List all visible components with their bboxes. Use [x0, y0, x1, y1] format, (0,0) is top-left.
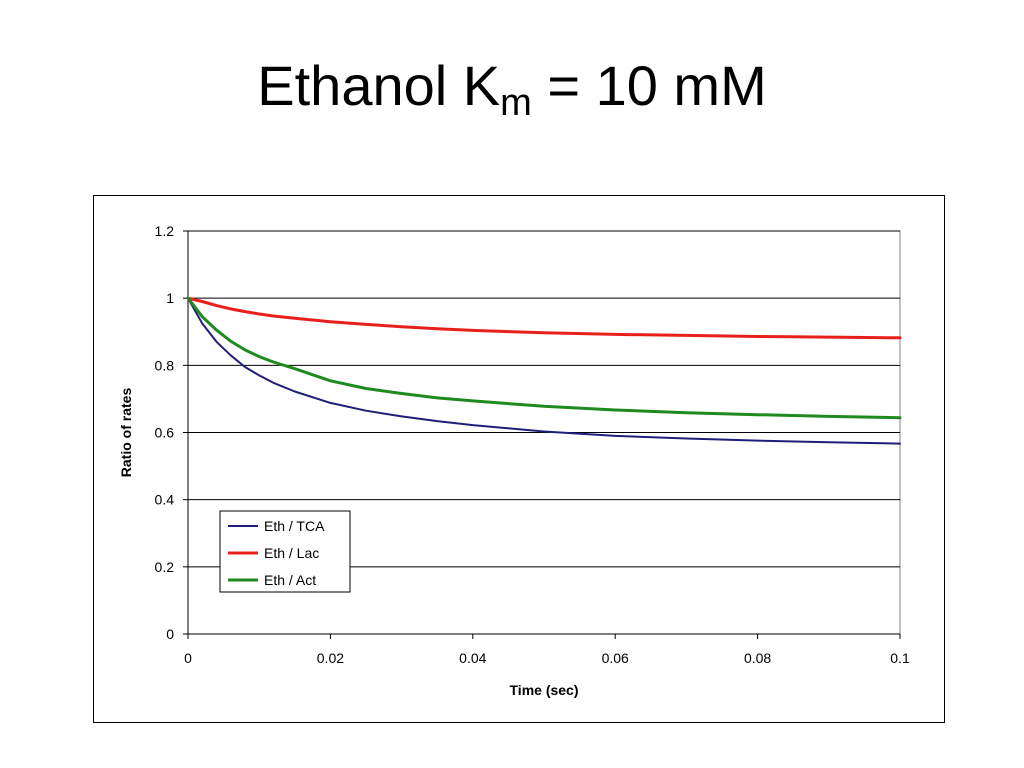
chart-frame: 0 0.2 0.4 0.6 0.8 1 1.2 0 0.02 0.04 0.06 0.08 0.1 Tim… — [93, 195, 945, 723]
slide-title: Ethanol Km = 10 mM — [0, 58, 1024, 123]
x-tick-label-2: 0.04 — [459, 650, 486, 666]
y-tick-label-4: 0.8 — [155, 357, 175, 373]
title-main: Ethanol K — [257, 54, 501, 117]
y-tick-label-5: 1 — [166, 290, 174, 306]
x-axis-title: Time (sec) — [510, 682, 579, 698]
x-tick-label-4: 0.08 — [744, 650, 771, 666]
y-tick-label-0: 0 — [166, 626, 174, 642]
line-chart: 0 0.2 0.4 0.6 0.8 1 1.2 0 0.02 0.04 0.06 0.08 0.1 Tim… — [118, 223, 910, 698]
legend-label-1: Eth / Lac — [264, 545, 319, 561]
title-rest: = 10 mM — [531, 54, 767, 117]
title-subscript: m — [500, 82, 532, 124]
y-axis-title: Ratio of rates — [118, 388, 134, 478]
x-tick-label-5: 0.1 — [890, 650, 910, 666]
x-tick-label-0: 0 — [184, 650, 192, 666]
y-tick-label-1: 0.2 — [155, 559, 175, 575]
x-tick-label-1: 0.02 — [317, 650, 344, 666]
y-tick-label-6: 1.2 — [155, 223, 175, 239]
legend-label-2: Eth / Act — [264, 572, 316, 588]
y-tick-label-3: 0.6 — [155, 425, 175, 441]
series-line-0 — [187, 297, 901, 445]
series-line-2 — [186, 296, 902, 420]
series-line-1 — [186, 296, 902, 340]
x-tick-label-3: 0.06 — [602, 650, 629, 666]
legend-label-0: Eth / TCA — [264, 518, 325, 534]
y-tick-label-2: 0.4 — [155, 492, 175, 508]
